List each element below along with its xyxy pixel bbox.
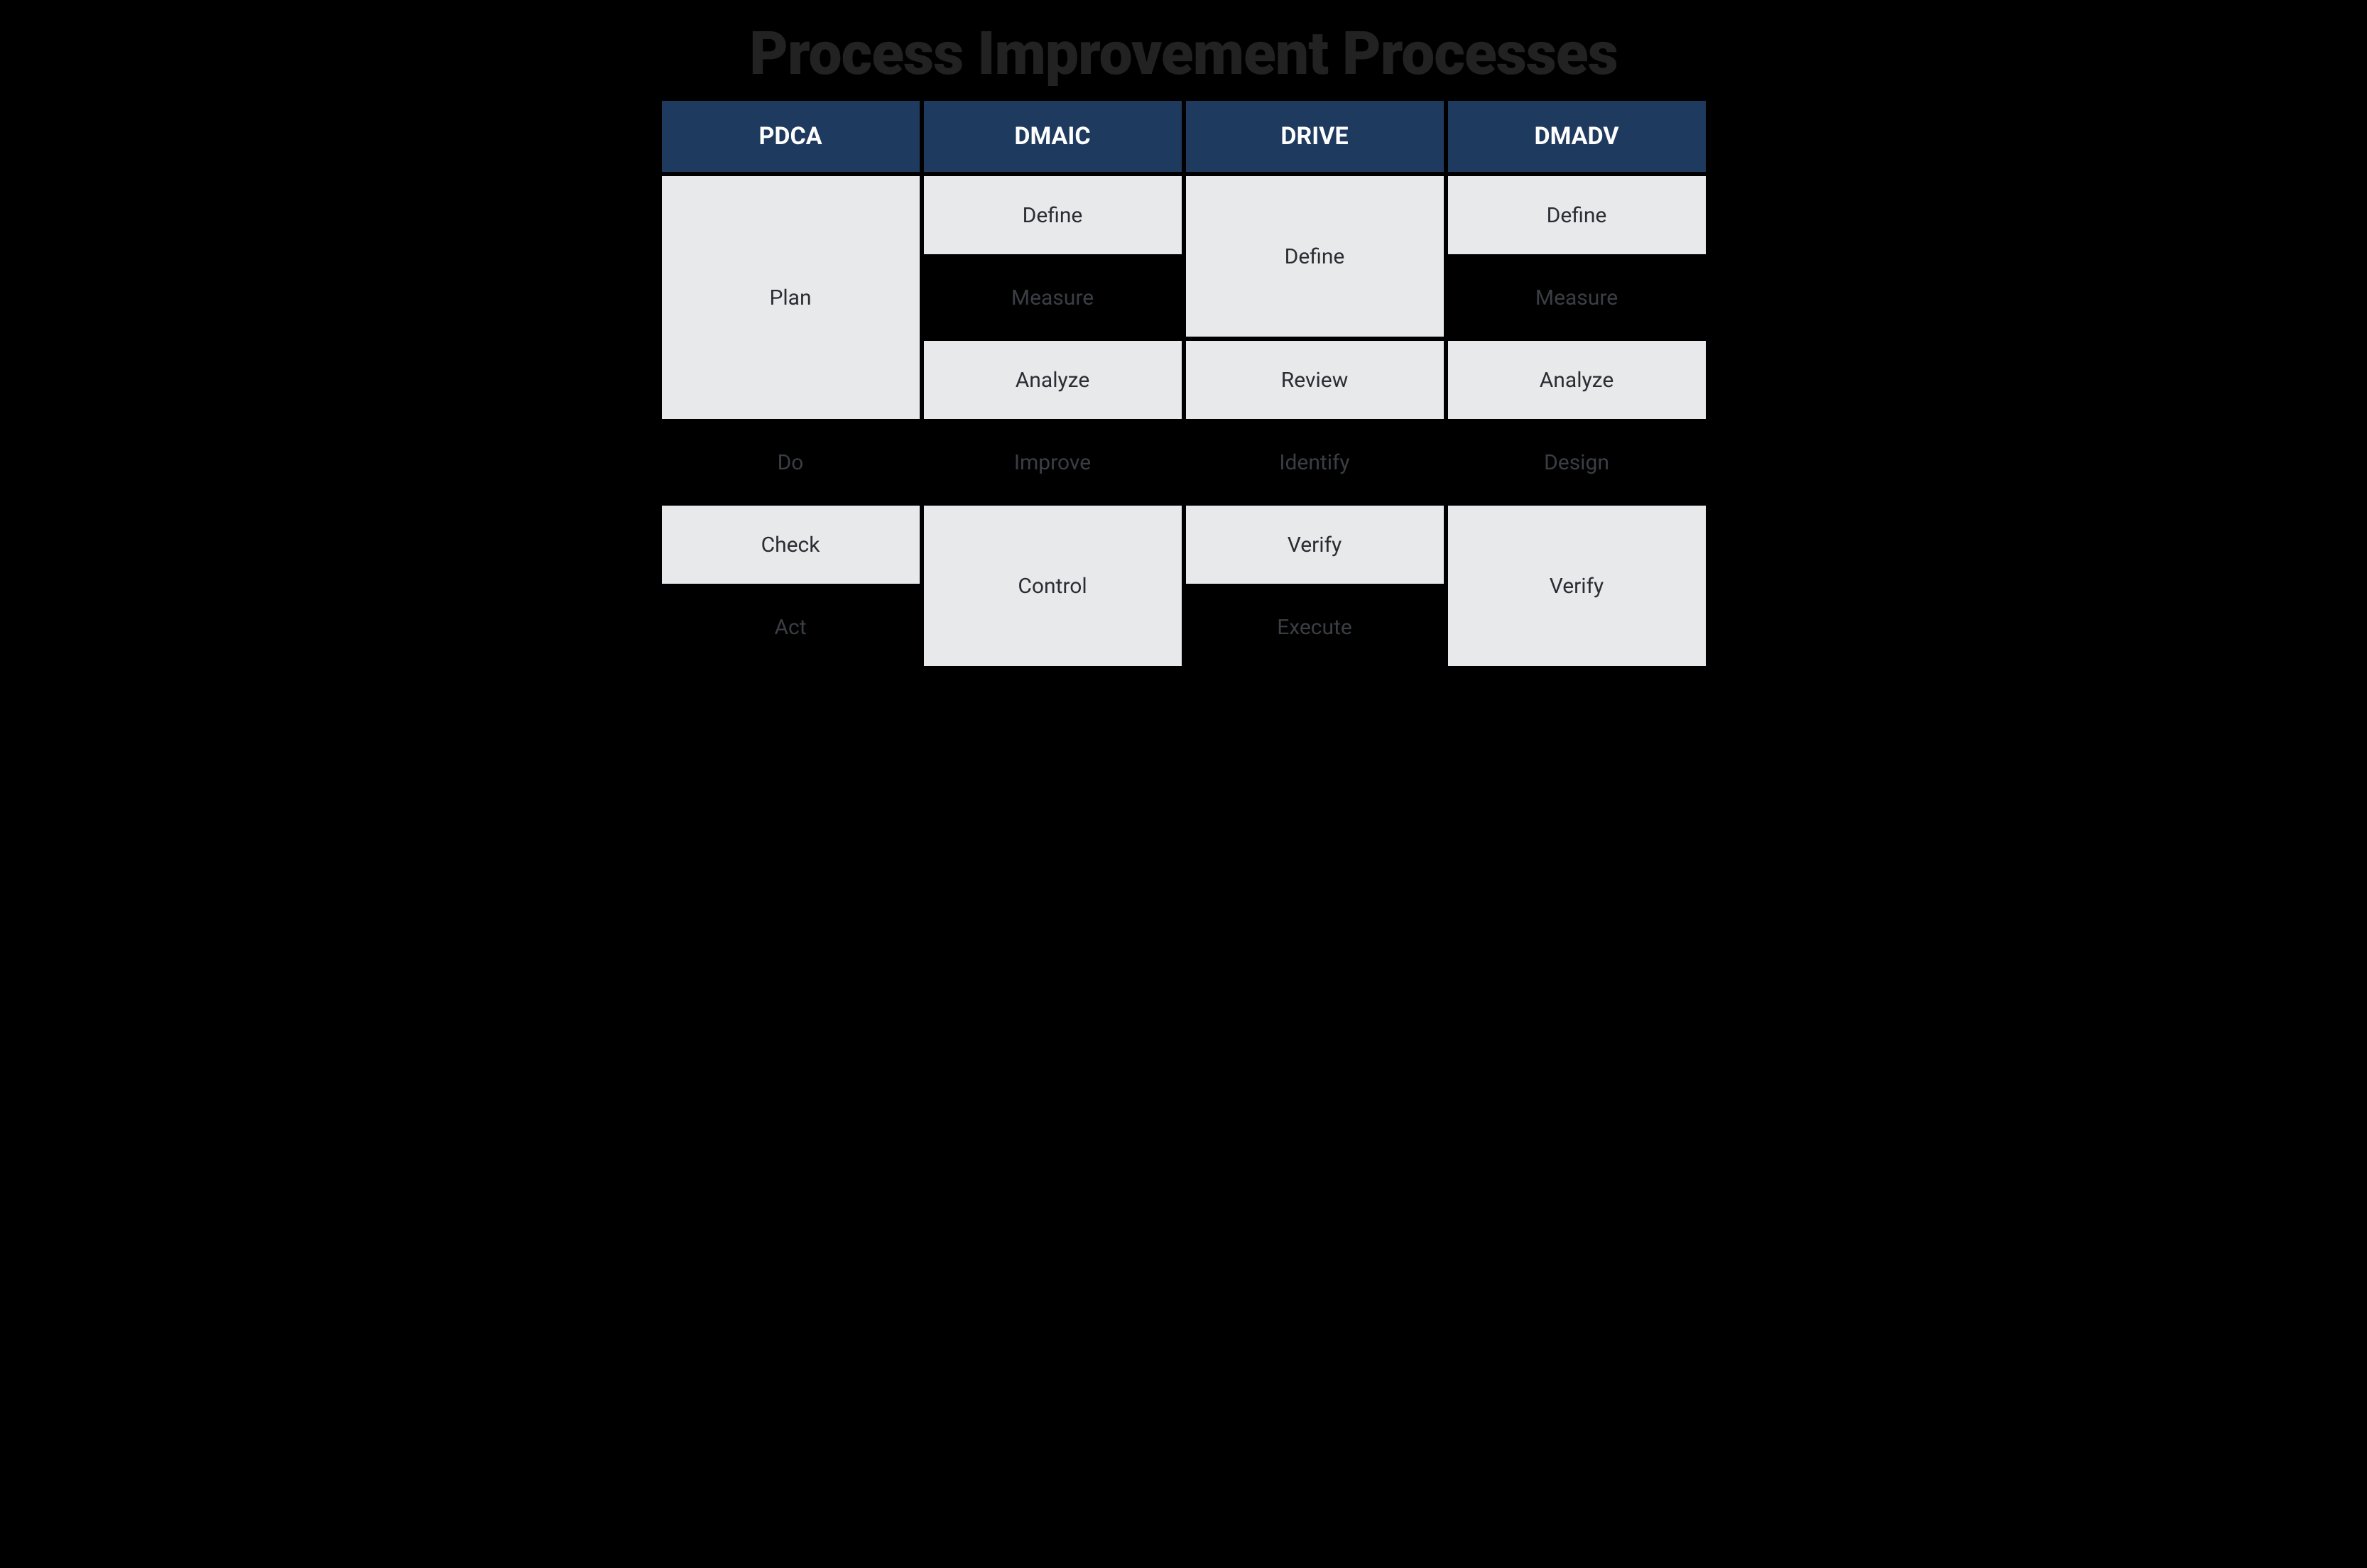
grid-cell: Act bbox=[662, 588, 920, 666]
grid-cell: Design bbox=[1448, 423, 1706, 501]
grid-cell: Identify bbox=[1186, 423, 1444, 501]
grid-cell: Control bbox=[924, 506, 1182, 666]
grid-cell: Measure bbox=[1448, 258, 1706, 337]
page-title: Process Improvement Processes bbox=[662, 21, 1706, 87]
column-header: DMAIC bbox=[924, 101, 1182, 172]
grid-cell: Analyze bbox=[924, 341, 1182, 419]
comparison-grid: PDCADMAICDRIVEDMADVPlanDoCheckActDefineM… bbox=[662, 101, 1706, 666]
column-header: DRIVE bbox=[1186, 101, 1444, 172]
grid-cell: Define bbox=[1186, 176, 1444, 337]
grid-cell: Improve bbox=[924, 423, 1182, 501]
column-header: DMADV bbox=[1448, 101, 1706, 172]
page: Process Improvement Processes PDCADMAICD… bbox=[633, 0, 1734, 709]
column-header: PDCA bbox=[662, 101, 920, 172]
grid-cell: Analyze bbox=[1448, 341, 1706, 419]
grid-cell: Check bbox=[662, 506, 920, 584]
grid-cell: Define bbox=[1448, 176, 1706, 254]
grid-cell: Verify bbox=[1186, 506, 1444, 584]
grid-cell: Execute bbox=[1186, 588, 1444, 666]
grid-cell: Plan bbox=[662, 176, 920, 419]
grid-cell: Define bbox=[924, 176, 1182, 254]
grid-cell: Do bbox=[662, 423, 920, 501]
grid-cell: Verify bbox=[1448, 506, 1706, 666]
grid-cell: Review bbox=[1186, 341, 1444, 419]
grid-cell: Measure bbox=[924, 258, 1182, 337]
